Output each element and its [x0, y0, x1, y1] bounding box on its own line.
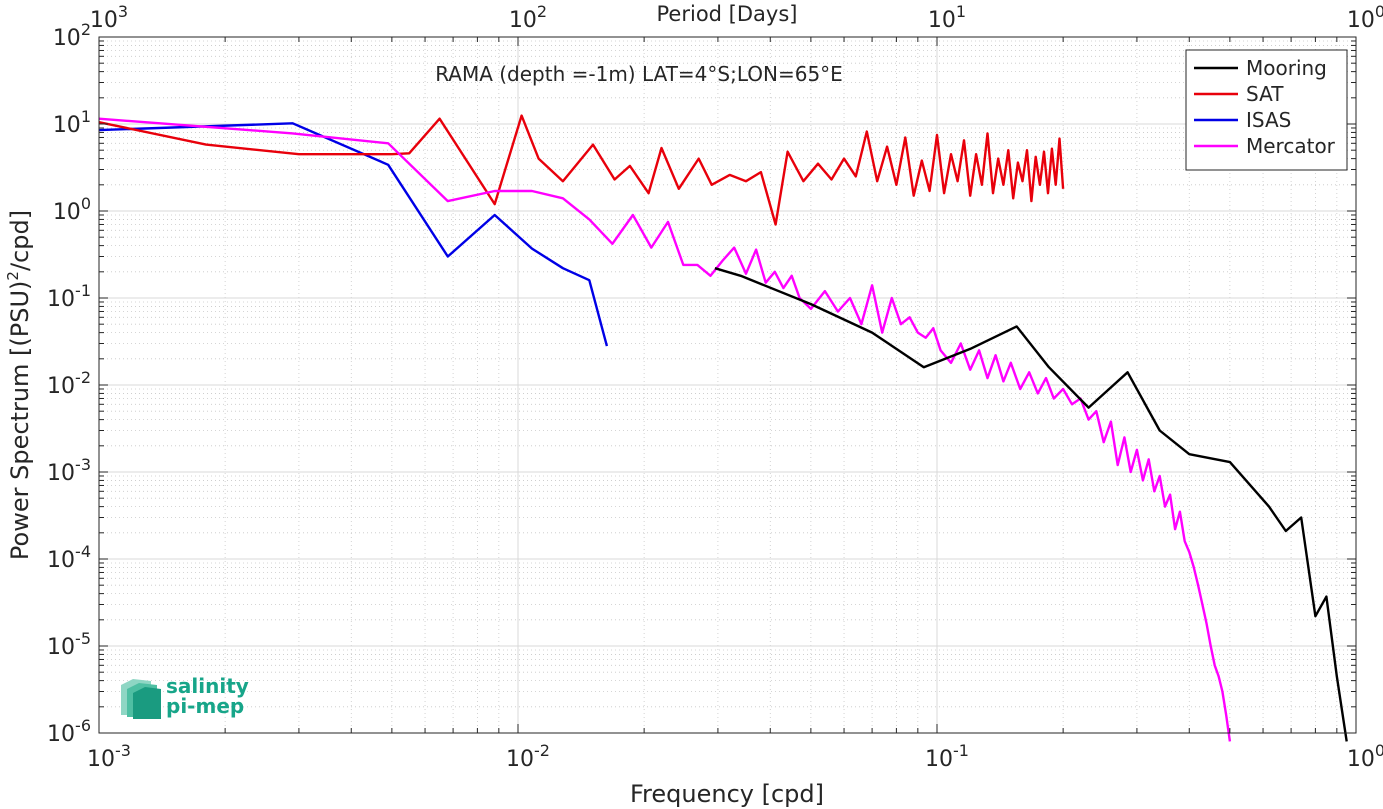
- x-tick-label: 100: [1347, 741, 1383, 772]
- x-tick-label: 10-3: [87, 741, 131, 772]
- salinity-pi-mep-logo: salinity pi-mep: [121, 674, 249, 719]
- y-tick-label: 101: [53, 107, 91, 138]
- top-tick-label: 103: [90, 2, 128, 33]
- grid: [98, 36, 1357, 734]
- y-axis-label-sup: 2: [4, 271, 22, 281]
- legend-label-sat: SAT: [1246, 82, 1284, 106]
- logo-line2: pi-mep: [166, 694, 244, 718]
- y-tick-label: 100: [53, 194, 91, 225]
- y-tick-label: 10-2: [47, 368, 91, 399]
- y-tick-label: 10-6: [47, 716, 91, 747]
- y-tick-label: 102: [53, 20, 91, 51]
- y-tick-label: 10-5: [47, 629, 91, 660]
- legend-label-mercator: Mercator: [1246, 134, 1336, 158]
- legend-box: [1185, 49, 1348, 171]
- legend-label-mooring: Mooring: [1246, 56, 1327, 80]
- series-line-mercator: [98, 117, 1232, 742]
- top-axis-label: Period [Days]: [657, 2, 798, 26]
- logo-line1: salinity: [166, 674, 249, 698]
- y-axis-label: Power Spectrum [(PSU)2/cpd]: [4, 210, 34, 560]
- logo-wave-front: [133, 687, 161, 719]
- top-tick-label: 102: [509, 2, 547, 33]
- y-tick-label: 10-1: [47, 281, 91, 312]
- series-lines: [98, 114, 1348, 742]
- top-tick-label: 101: [928, 2, 966, 33]
- y-tick-label: 10-3: [47, 455, 91, 486]
- x-tick-label: 10-1: [925, 741, 969, 772]
- y-tick-label: 10-4: [47, 542, 91, 573]
- legend-label-isas: ISAS: [1246, 108, 1291, 132]
- tick-marks: [98, 36, 1357, 734]
- x-axis-label: Frequency [cpd]: [630, 780, 824, 808]
- series-line-sat: [98, 114, 1065, 226]
- chart-title: RAMA (depth =-1m) LAT=4°S;LON=65°E: [435, 62, 843, 86]
- series-line-mooring: [714, 267, 1348, 742]
- top-tick-label: 100: [1347, 2, 1383, 33]
- y-axis-label-tail: /cpd]: [6, 210, 34, 271]
- y-axis-label-main: Power Spectrum [(PSU): [6, 281, 34, 560]
- x-tick-label: 10-2: [506, 741, 550, 772]
